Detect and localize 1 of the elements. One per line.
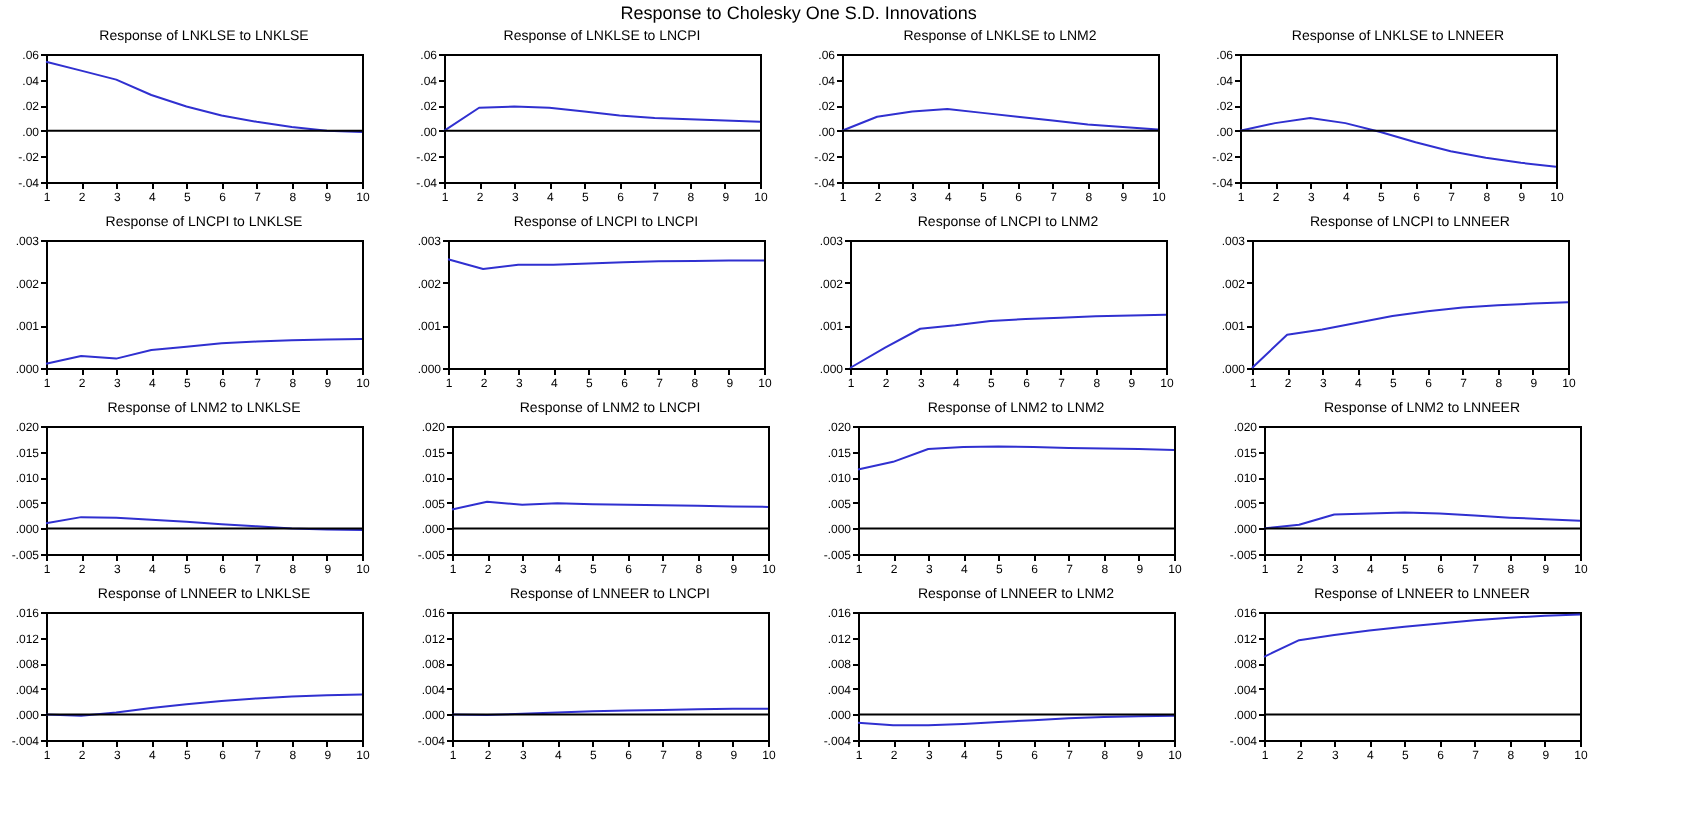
text: Response to Cholesky One S.D. Innovations bbox=[620, 3, 978, 23]
